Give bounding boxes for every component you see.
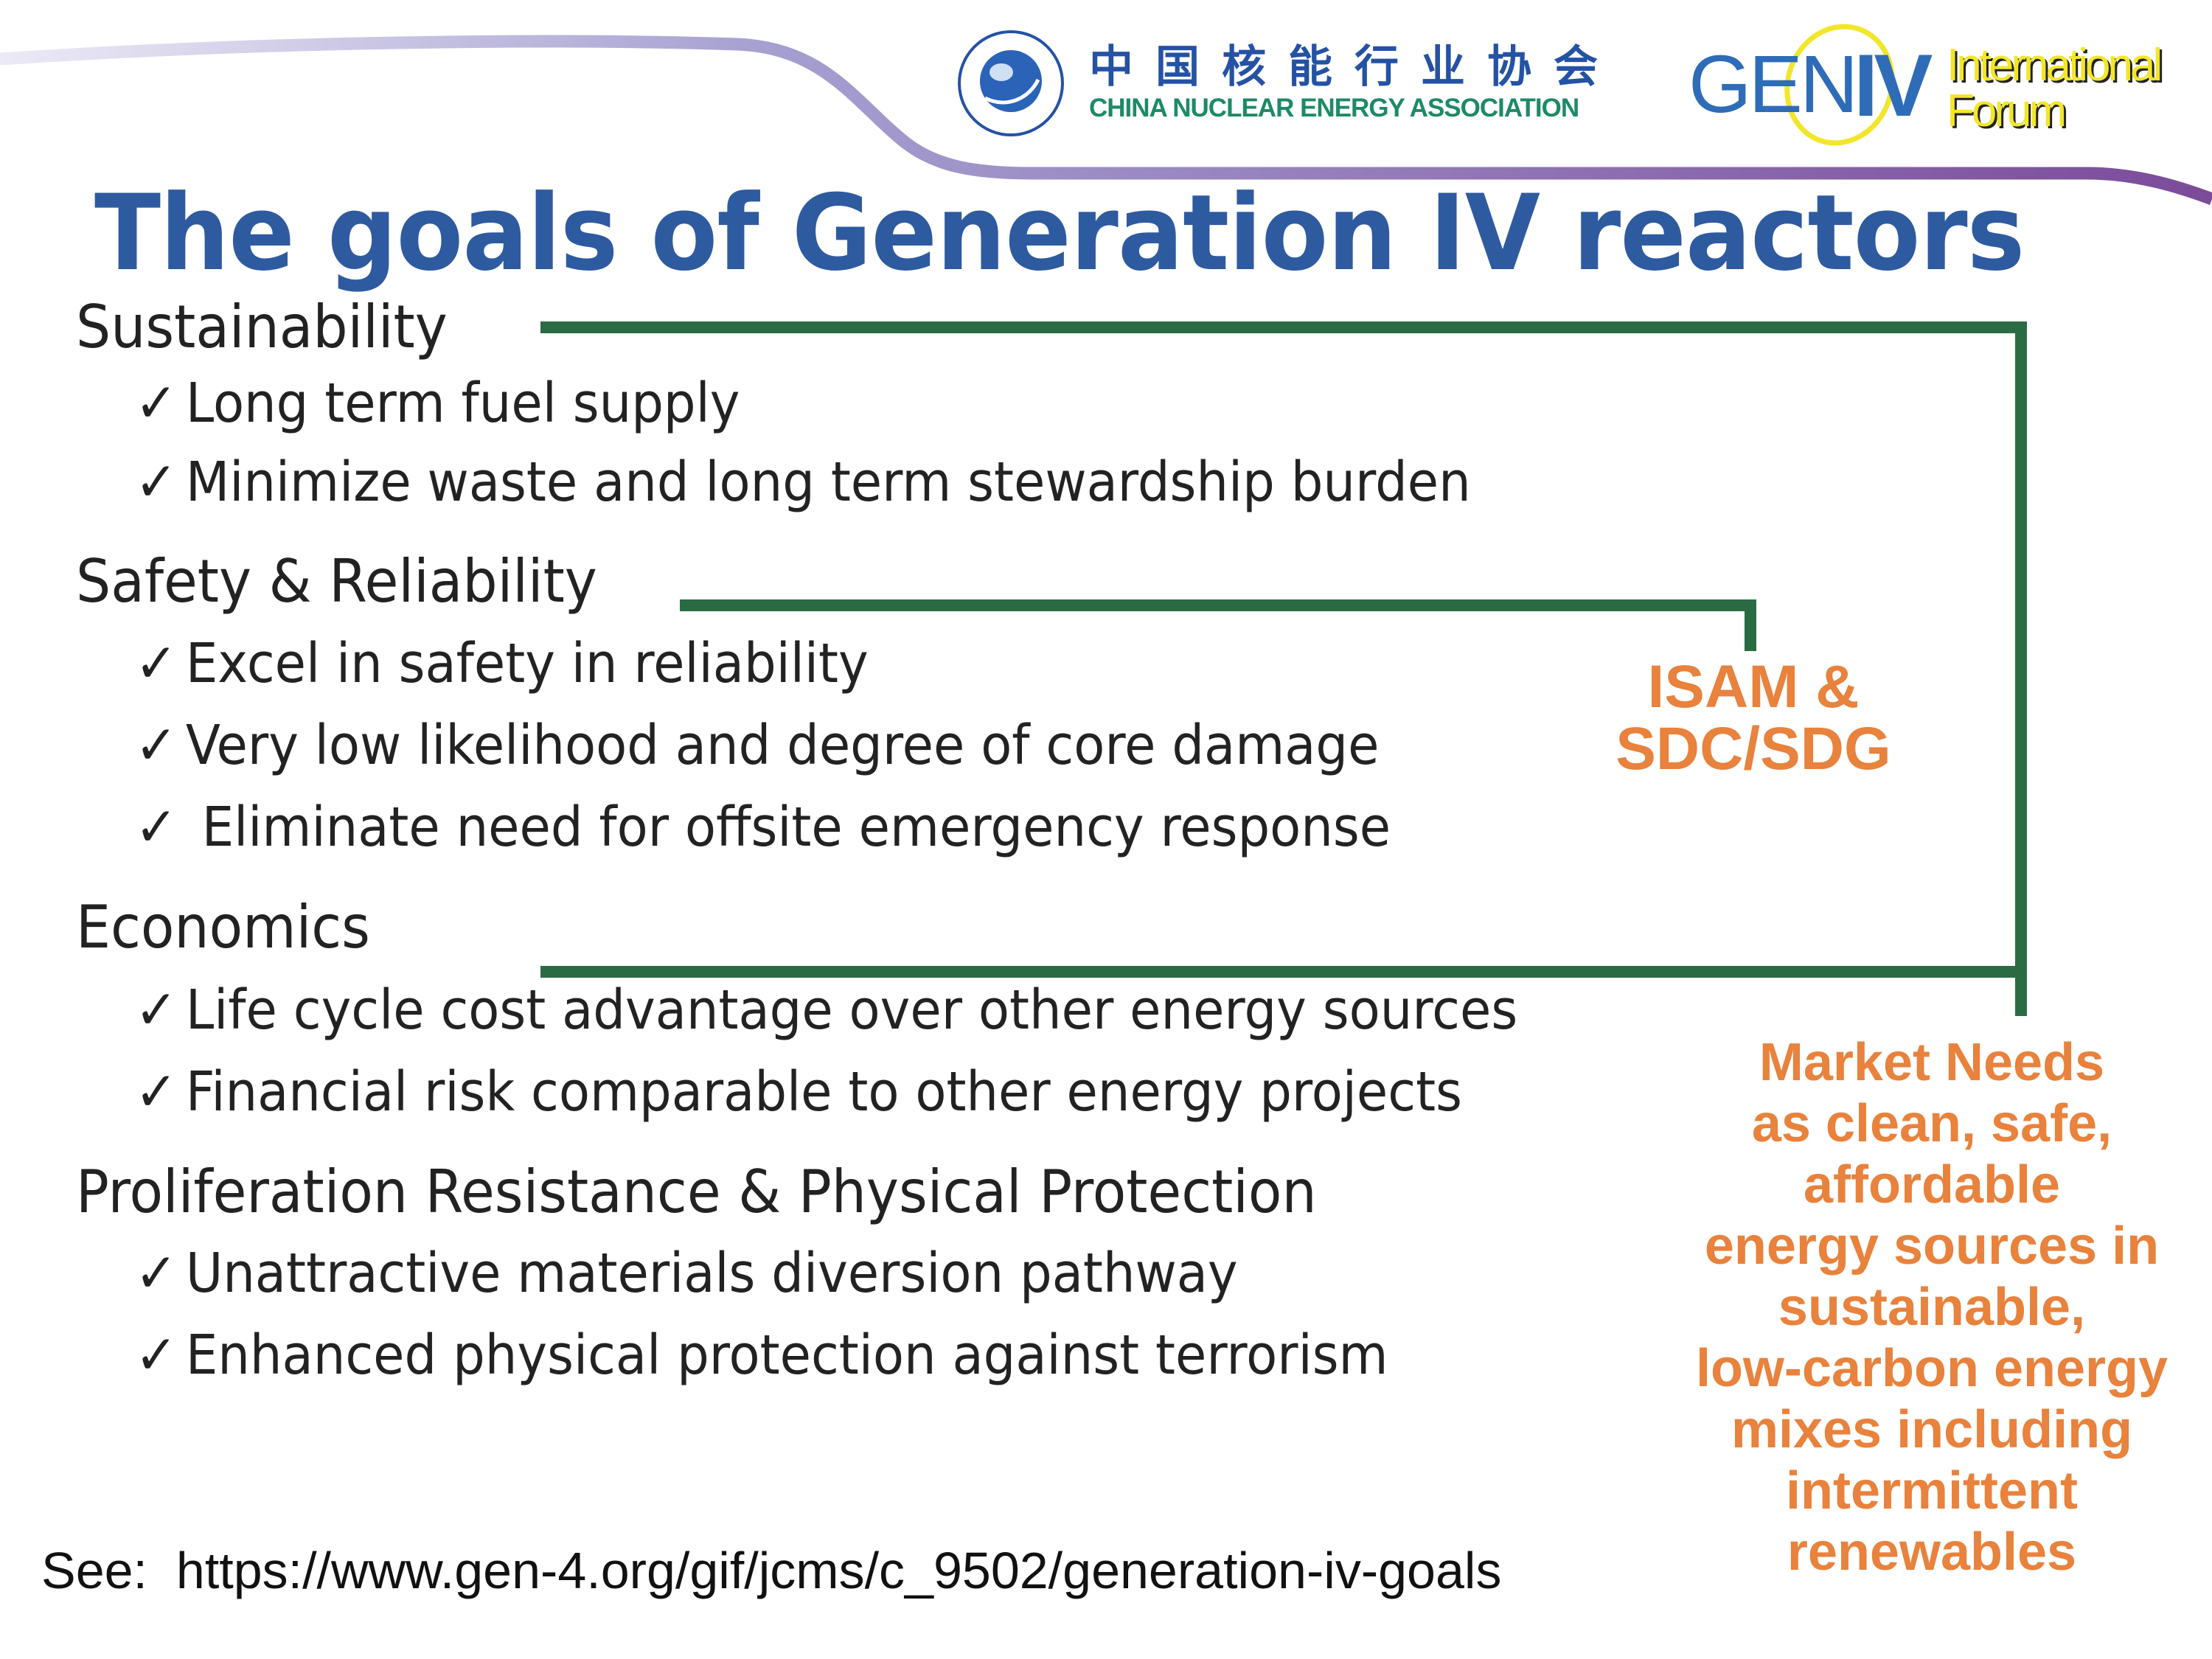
callout-line: energy sources in [1704, 1217, 2160, 1276]
bracket-line-economics [540, 966, 2027, 978]
checkmark-icon: ✓ [135, 1242, 178, 1305]
bullet-item: ✓ Enhanced physical protection against te… [135, 1324, 1388, 1387]
isam-callout: ISAM & SDC/SDG [1569, 656, 1938, 780]
bullet-item: ✓ Minimize waste and long term stewardshi… [135, 451, 1471, 514]
heading-sustainability: Sustainability [76, 293, 448, 361]
bullet-text: Life cycle cost advantage over other ene… [185, 978, 1518, 1042]
bullet-text: Eliminate need for offsite emergency res… [185, 796, 1391, 859]
callout-line: mixes including [1731, 1400, 2133, 1459]
checkmark-icon: ✓ [135, 372, 178, 435]
bracket-vertical-inner [1745, 599, 1756, 651]
bullet-item: ✓ Financial risk comparable to other ener… [135, 1060, 1462, 1124]
checkmark-icon: ✓ [135, 1060, 178, 1124]
callout-line: low-carbon energy [1695, 1339, 2168, 1398]
market-needs-callout: Market Needs as clean, safe, affordable … [1674, 1032, 2190, 1583]
forum-text: International Forum [1947, 40, 2163, 136]
callout-line: affordable [1803, 1155, 2061, 1214]
bullet-text: Minimize waste and long term stewardship… [185, 451, 1471, 514]
checkmark-icon: ✓ [135, 451, 178, 514]
bullet-item: ✓ Unattractive materials diversion pathwa… [135, 1242, 1238, 1305]
checkmark-icon: ✓ [135, 796, 178, 859]
header-swoosh [0, 35, 2212, 205]
heading-safety: Safety & Reliability [76, 547, 597, 616]
callout-line: as clean, safe, [1751, 1094, 2112, 1153]
cnea-seal-logo [958, 30, 1064, 136]
reference-link[interactable]: See: https://www.gen-4.org/gif/jcms/c_95… [41, 1542, 1502, 1599]
iv-text: IV [1854, 36, 1933, 135]
callout-line: SDC/SDG [1615, 715, 1891, 782]
bullet-item: ✓ Life cycle cost advantage over other en… [135, 978, 1518, 1042]
heading-economics: Economics [76, 893, 370, 961]
bullet-item: ✓ Long term fuel supply [135, 372, 740, 435]
forum-word: Forum [1947, 86, 2067, 136]
international-text: International [1947, 40, 2163, 91]
cnea-chinese-name: 中国核能行业协会 [1089, 41, 1620, 93]
callout-line: intermittent [1786, 1461, 2078, 1520]
bullet-text: Unattractive materials diversion pathway [185, 1242, 1238, 1305]
callout-line: ISAM & [1647, 653, 1860, 720]
callout-line: Market Needs [1759, 1033, 2105, 1092]
callout-line: renewables [1787, 1523, 2077, 1582]
bullet-item: ✓ Excel in safety in reliability [135, 632, 869, 695]
bullet-text: Long term fuel supply [185, 372, 740, 435]
bullet-item: ✓ Very low likelihood and degree of core … [135, 714, 1379, 777]
orbit-ellipse-icon [1784, 24, 1895, 146]
checkmark-icon: ✓ [135, 978, 178, 1042]
bullet-item: ✓ Eliminate need for offsite emergency r… [135, 796, 1391, 859]
gen-iv-forum-logo: GEN IV International Forum [1688, 22, 2205, 147]
bullet-text: Financial risk comparable to other energ… [185, 1060, 1462, 1124]
cnea-english-name: CHINA NUCLEAR ENERGY ASSOCIATION [1089, 94, 1579, 122]
gen-text: GEN [1688, 39, 1858, 130]
page-title: The goals of Generation IV reactors [94, 173, 2025, 294]
checkmark-icon: ✓ [135, 714, 178, 777]
bracket-line-sustainability [540, 321, 2027, 333]
bracket-vertical-outer [2015, 321, 2027, 1016]
bullet-text: Enhanced physical protection against ter… [185, 1324, 1388, 1387]
checkmark-icon: ✓ [135, 1324, 178, 1387]
bullet-text: Excel in safety in reliability [185, 632, 869, 695]
checkmark-icon: ✓ [135, 632, 178, 695]
bullet-text: Very low likelihood and degree of core d… [185, 714, 1380, 777]
bracket-line-safety [680, 599, 1756, 611]
heading-proliferation: Proliferation Resistance & Physical Prot… [76, 1158, 1317, 1226]
callout-line: sustainable, [1778, 1278, 2086, 1337]
